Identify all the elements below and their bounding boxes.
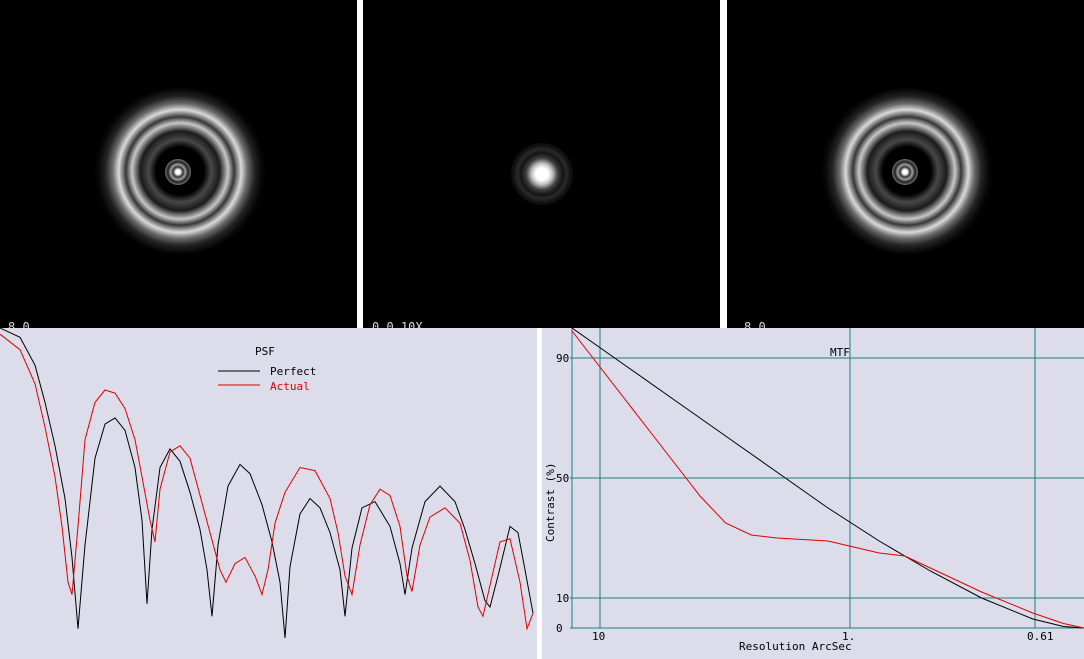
mtf-y-tick-label: 90 bbox=[556, 352, 569, 365]
mtf-x-tick-label: 1. bbox=[842, 630, 855, 643]
image-middle-label: 0.0 10X bbox=[372, 320, 423, 328]
mtf-chart-panel: 10 1. 0.61 0 10 50 90 MTF Contrast (%) Resolut… bbox=[542, 328, 1084, 659]
image-right-label: 8.0 bbox=[744, 320, 766, 328]
mtf-x-axis-label: Resolution ArcSec bbox=[739, 640, 852, 653]
mtf-y-axis-label: Contrast (%) bbox=[544, 463, 557, 542]
mtf-x-tick-label: 0.61 bbox=[1027, 630, 1054, 643]
psf-chart-panel: PSF Perfect Actual bbox=[0, 328, 537, 659]
psf-image-middle: 0.0 10X bbox=[363, 0, 720, 328]
mtf-series-actual-line bbox=[571, 330, 1084, 629]
airy-disk bbox=[511, 143, 573, 205]
image-left-label: 8.0 bbox=[8, 320, 30, 328]
mtf-y-tick-label: 10 bbox=[556, 592, 569, 605]
mtf-x-tick-label: 10 bbox=[592, 630, 605, 643]
psf-legend: Perfect Actual bbox=[218, 365, 316, 393]
mtf-y-tick-label: 50 bbox=[556, 472, 569, 485]
psf-series-perfect-line bbox=[0, 328, 534, 639]
psf-image-right: 8.0 bbox=[727, 0, 1084, 328]
psf-chart: PSF Perfect Actual bbox=[0, 328, 534, 639]
mtf-series-perfect-line bbox=[571, 328, 1084, 629]
legend-label-perfect: Perfect bbox=[270, 365, 316, 378]
mtf-y-tick-label: 0 bbox=[556, 622, 563, 635]
panel-divider bbox=[537, 328, 542, 659]
legend-label-actual: Actual bbox=[270, 380, 310, 393]
psf-image-left: 8.0 bbox=[0, 0, 357, 328]
psf-series-actual-line bbox=[0, 333, 534, 631]
mtf-chart-title: MTF bbox=[830, 346, 850, 359]
ring-center bbox=[165, 159, 191, 185]
psf-chart-title: PSF bbox=[255, 345, 275, 358]
mtf-chart: 10 1. 0.61 0 10 50 90 MTF Contrast (%) Resolut… bbox=[544, 328, 1084, 653]
ring-center bbox=[892, 159, 918, 185]
